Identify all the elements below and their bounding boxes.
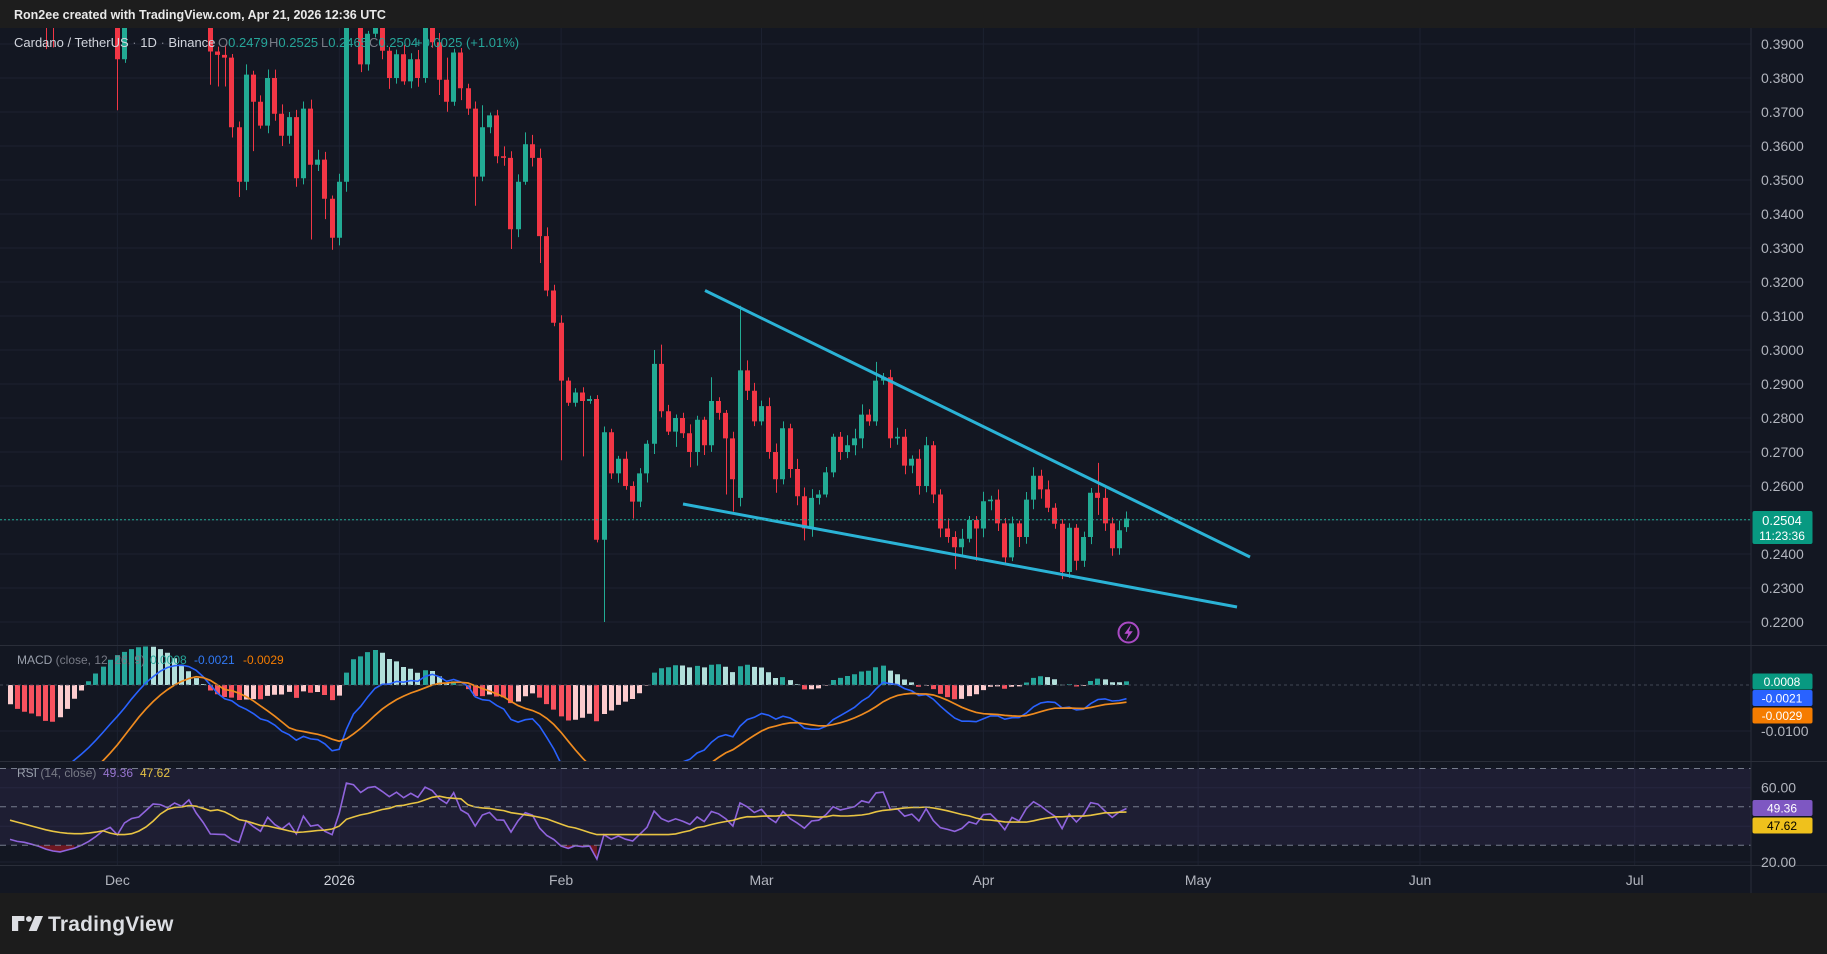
svg-text:0.2200: 0.2200 — [1761, 614, 1804, 630]
svg-text:60.00: 60.00 — [1761, 780, 1796, 796]
svg-text:0.3600: 0.3600 — [1761, 138, 1804, 154]
svg-text:Feb: Feb — [549, 872, 573, 888]
svg-text:Mar: Mar — [749, 872, 773, 888]
svg-text:0.2800: 0.2800 — [1761, 410, 1804, 426]
svg-text:2026: 2026 — [324, 872, 355, 888]
svg-text:11:23:36: 11:23:36 — [1759, 529, 1805, 543]
svg-text:0.3000: 0.3000 — [1761, 342, 1804, 358]
svg-text:0.3100: 0.3100 — [1761, 308, 1804, 324]
svg-text:0.0008: 0.0008 — [1764, 675, 1801, 689]
svg-text:-0.0021: -0.0021 — [1762, 692, 1803, 706]
svg-text:Jun: Jun — [1409, 872, 1432, 888]
svg-text:0.3500: 0.3500 — [1761, 172, 1804, 188]
svg-text:0.3300: 0.3300 — [1761, 240, 1804, 256]
svg-text:0.3900: 0.3900 — [1761, 36, 1804, 52]
svg-text:0.2400: 0.2400 — [1761, 546, 1804, 562]
svg-text:Cardano / TetherUS · 1D · Bina: Cardano / TetherUS · 1D · Binance O0.2479… — [14, 35, 519, 50]
svg-text:Dec: Dec — [105, 872, 130, 888]
svg-text:20.00: 20.00 — [1761, 854, 1796, 870]
svg-text:TradingView: TradingView — [48, 913, 174, 936]
svg-text:-0.0029: -0.0029 — [1762, 709, 1803, 723]
svg-text:0.2900: 0.2900 — [1761, 376, 1804, 392]
svg-text:49.36: 49.36 — [1767, 802, 1797, 816]
svg-text:0.3700: 0.3700 — [1761, 104, 1804, 120]
svg-text:0.3800: 0.3800 — [1761, 70, 1804, 86]
svg-text:47.62: 47.62 — [1767, 819, 1797, 833]
svg-text:0.2600: 0.2600 — [1761, 478, 1804, 494]
svg-text:May: May — [1185, 872, 1211, 888]
svg-text:0.3400: 0.3400 — [1761, 206, 1804, 222]
svg-text:Jul: Jul — [1626, 872, 1644, 888]
svg-text:0.2300: 0.2300 — [1761, 580, 1804, 596]
svg-text:0.2700: 0.2700 — [1761, 444, 1804, 460]
svg-text:-0.0100: -0.0100 — [1761, 723, 1809, 739]
svg-text:0.3200: 0.3200 — [1761, 274, 1804, 290]
svg-text:0.2504: 0.2504 — [1762, 513, 1802, 528]
svg-text:Ron2ee created with TradingVie: Ron2ee created with TradingView.com, Apr… — [14, 8, 386, 22]
svg-text:Apr: Apr — [973, 872, 995, 888]
svg-text:MACD (close, 12, 26, 9)0.0008-: MACD (close, 12, 26, 9) 0.0008 -0.0021 -0.0… — [17, 653, 284, 667]
